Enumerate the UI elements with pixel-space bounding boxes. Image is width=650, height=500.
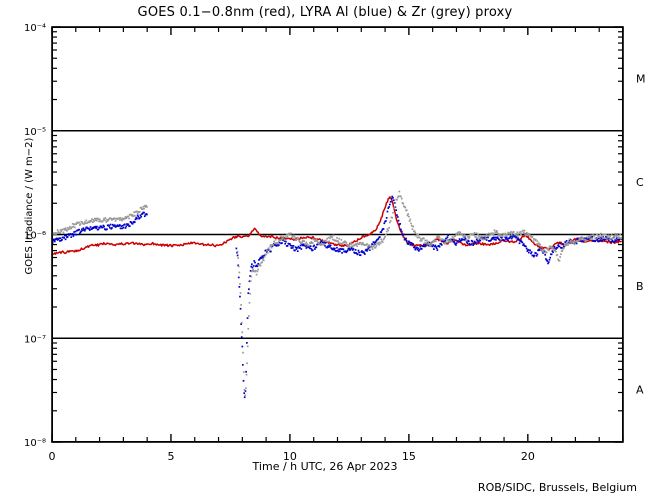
flare-class-label-M: M	[636, 72, 646, 85]
x-axis-label: Time / h UTC, 26 Apr 2023	[252, 460, 398, 473]
chart-title: GOES 0.1−0.8nm (red), LYRA Al (blue) & Z…	[137, 5, 513, 20]
xtick-label-4: 20	[521, 450, 535, 463]
y-axis-label: GOES Irradiance / (W m−2)	[24, 137, 35, 275]
ytick-label-3: 10⁻⁷	[24, 334, 46, 345]
flare-class-label-B: B	[636, 280, 644, 293]
xtick-label-2: 10	[283, 450, 297, 463]
flare-class-label-A: A	[636, 384, 644, 397]
series-lyra-zr-proxy	[52, 190, 623, 397]
flare-class-label-C: C	[636, 176, 644, 189]
series-line	[52, 196, 622, 255]
plot-border	[51, 26, 624, 443]
ytick-label-4: 10⁻⁸	[24, 438, 46, 449]
ytick-label-0: 10⁻⁴	[24, 23, 46, 34]
credit-label: ROB/SIDC, Brussels, Belgium	[477, 481, 637, 494]
xtick-label-0: 0	[49, 450, 56, 463]
xtick-label-3: 15	[402, 450, 416, 463]
ytick-label-2: 10⁻⁶	[24, 231, 46, 242]
xtick-label-1: 5	[167, 450, 174, 463]
ytick-label-1: 10⁻⁵	[24, 127, 46, 138]
series-goes-0-1-0-8nm	[52, 196, 622, 255]
